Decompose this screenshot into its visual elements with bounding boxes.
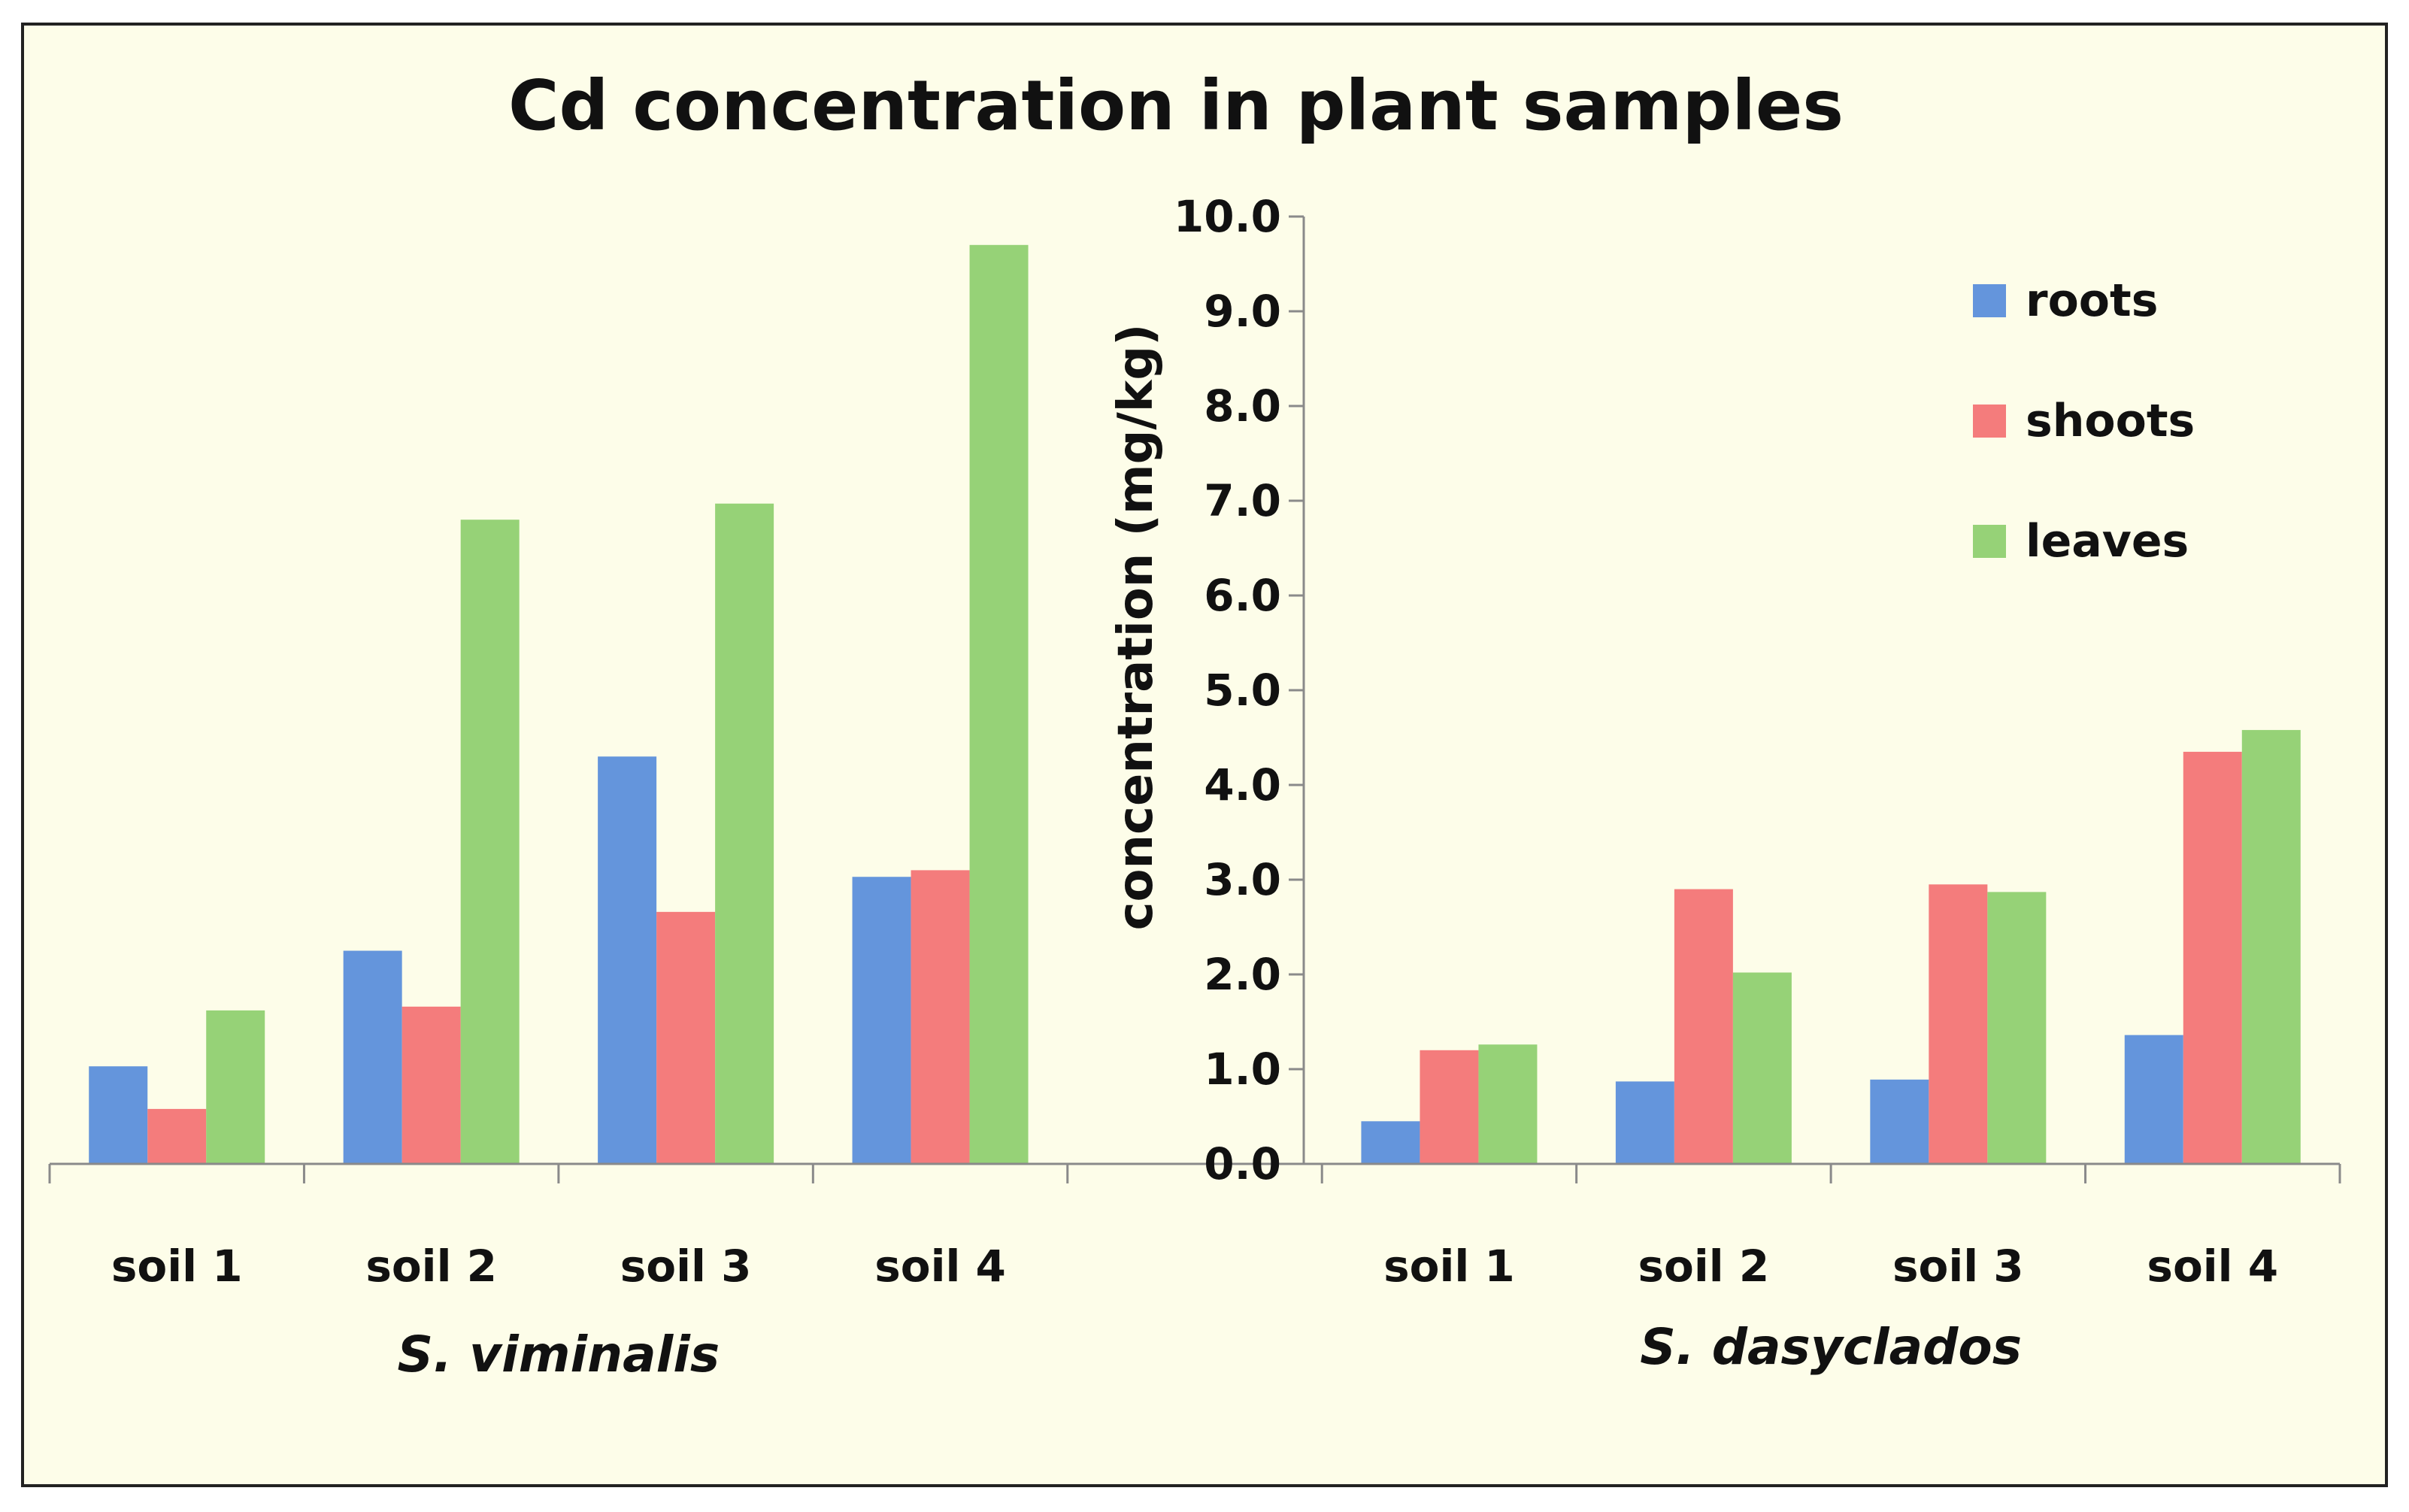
bar-leaves-soil3-group1 xyxy=(715,503,774,1164)
bar-leaves-soil4-group1 xyxy=(969,244,1029,1164)
bar-leaves-soil2-group1 xyxy=(460,520,520,1164)
y-tick-label: 9.0 xyxy=(1204,286,1281,337)
x-category-label: soil 4 xyxy=(2147,1241,2278,1292)
bar-roots-soil4-group1 xyxy=(852,877,911,1164)
bar-roots-soil4-group2 xyxy=(2124,1035,2183,1164)
axes xyxy=(48,215,2341,1183)
y-tick-label: 2.0 xyxy=(1204,949,1281,1000)
x-category-label: soil 1 xyxy=(111,1241,243,1292)
chart-title: Cd concentration in plant samples xyxy=(508,65,1844,146)
bar-shoots-soil2-group2 xyxy=(1674,889,1733,1164)
bar-roots-soil2-group2 xyxy=(1615,1081,1674,1164)
bars xyxy=(89,244,2301,1164)
bar-shoots-soil3-group2 xyxy=(1929,884,1988,1164)
legend-swatch-shoots xyxy=(1973,405,2006,438)
legend-swatch-leaves xyxy=(1973,525,2006,558)
x-category-label: soil 1 xyxy=(1383,1241,1515,1292)
bar-leaves-soil2-group2 xyxy=(1732,972,1792,1164)
bar-roots-soil1-group1 xyxy=(89,1066,148,1164)
y-tick-label: 4.0 xyxy=(1204,759,1281,811)
legend-swatch-roots xyxy=(1973,284,2006,317)
x-category-label: soil 2 xyxy=(1638,1241,1770,1292)
bar-roots-soil3-group2 xyxy=(1870,1079,1929,1164)
bar-roots-soil2-group1 xyxy=(343,950,402,1164)
group-label: S. dasyclados xyxy=(1640,1318,2022,1376)
y-tick-label: 6.0 xyxy=(1204,570,1281,621)
chart-frame: Cd concentration in plant samples 0.0 1.0… xyxy=(21,23,2388,1487)
bar-leaves-soil3-group2 xyxy=(1987,892,2047,1164)
bar-roots-soil1-group2 xyxy=(1361,1121,1420,1164)
y-tick-label: 5.0 xyxy=(1204,665,1281,716)
bar-shoots-soil1-group1 xyxy=(147,1108,207,1164)
y-tick-label: 7.0 xyxy=(1204,475,1281,526)
bar-leaves-soil1-group1 xyxy=(206,1010,265,1164)
group-label: S. viminalis xyxy=(398,1326,720,1383)
x-category-label: soil 3 xyxy=(1892,1241,2024,1292)
bar-shoots-soil2-group1 xyxy=(402,1006,461,1164)
bar-leaves-soil4-group2 xyxy=(2241,729,2301,1164)
chart-canvas: Cd concentration in plant samples 0.0 1.0… xyxy=(48,65,2341,1383)
legend-label-roots: roots xyxy=(2026,274,2158,327)
x-category-label: soil 3 xyxy=(620,1241,752,1292)
bar-shoots-soil1-group2 xyxy=(1420,1050,1479,1164)
bar-roots-soil3-group1 xyxy=(598,756,657,1164)
x-category-label: soil 2 xyxy=(365,1241,497,1292)
bar-shoots-soil4-group1 xyxy=(911,870,970,1164)
axis-labels: 0.0 1.0 2.0 3.0 4.0 5.0 6.0 7.0 8.0 9.0 10.0 soil 1… xyxy=(111,191,2278,1383)
y-tick-label: 8.0 xyxy=(1204,380,1281,432)
bar-shoots-soil4-group2 xyxy=(2183,751,2242,1164)
y-tick-label: 0.0 xyxy=(1204,1138,1281,1189)
y-tick-label: 1.0 xyxy=(1204,1044,1281,1095)
bar-leaves-soil1-group2 xyxy=(1478,1044,1538,1164)
bar-shoots-soil3-group1 xyxy=(656,911,716,1164)
y-axis-label: concentration (mg/kg) xyxy=(1108,324,1164,931)
x-category-label: soil 4 xyxy=(874,1241,1006,1292)
y-tick-label: 3.0 xyxy=(1204,854,1281,905)
y-tick-label: 10.0 xyxy=(1174,191,1281,242)
legend-label-shoots: shoots xyxy=(2026,395,2195,447)
legend-label-leaves: leaves xyxy=(2026,515,2189,568)
legend: roots shoots leaves xyxy=(1973,274,2195,568)
